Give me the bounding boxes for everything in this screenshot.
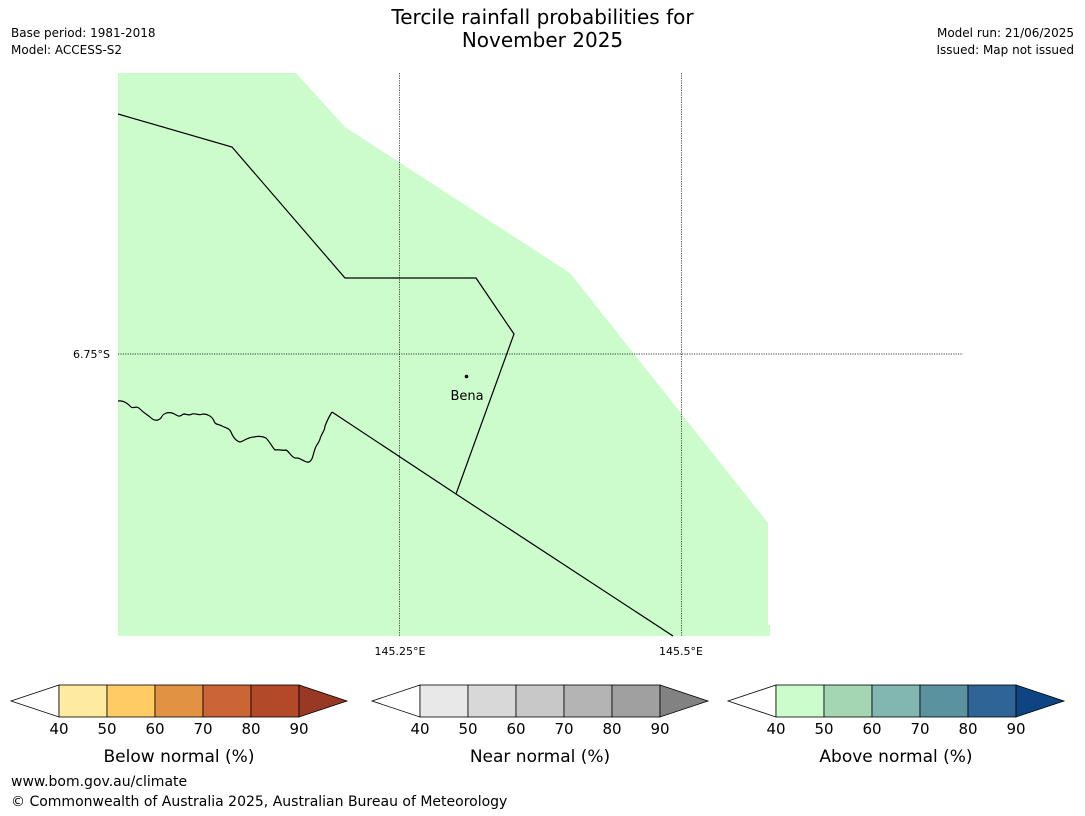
legend-2-high-arrow xyxy=(659,684,710,718)
legend-2-swatch-5 xyxy=(611,684,661,718)
latitude-label: 6.75°S xyxy=(73,348,110,361)
legend-3-tick-label: 70 xyxy=(910,720,929,738)
legend-2-tick-label: 90 xyxy=(650,720,669,738)
legend-3-tick-label: 80 xyxy=(958,720,977,738)
copyright-text: © Commonwealth of Australia 2025, Austra… xyxy=(11,794,508,810)
legend-3-swatch-1 xyxy=(775,684,825,718)
model-text: Model: ACCESS-S2 xyxy=(11,43,123,57)
legend-1-title: Below normal (%) xyxy=(104,747,255,767)
metadata-left: Base period: 1981-2018 Model: ACCESS-S2 xyxy=(11,25,156,59)
legend-3-swatch-4 xyxy=(919,684,969,718)
colorbar-legends: 40 50 60 70 80 90 Below normal (%) 40 50 60 70 80 90… xyxy=(9,684,1066,767)
model-run-text: Model run: 21/06/2025 xyxy=(936,26,1074,40)
boundary-line-north xyxy=(117,113,515,495)
legend-3-high-arrow xyxy=(1015,684,1066,718)
legend-1-tick-label: 60 xyxy=(145,720,164,738)
legend-3-swatch-3 xyxy=(871,684,921,718)
legend-2-title: Near normal (%) xyxy=(470,747,610,767)
legend-1-high-arrow xyxy=(298,684,349,718)
legend-3-tick-label: 40 xyxy=(766,720,785,738)
boundary-line-south xyxy=(331,411,674,637)
longitude-label-2: 145.5°E xyxy=(659,645,703,658)
legend-1-swatch-1 xyxy=(58,684,108,718)
map-title: Tercile rainfall probabilities for Novem… xyxy=(0,6,1085,52)
legend-2-tick-label: 40 xyxy=(410,720,429,738)
legend-3-low-arrow xyxy=(726,684,777,718)
longitude-label-1: 145.25°E xyxy=(375,645,426,658)
issued-text: Issued: Map not issued xyxy=(936,43,1074,57)
town-marker xyxy=(464,374,469,379)
legend-3-swatch-5 xyxy=(967,684,1017,718)
legend-3-tick-label: 90 xyxy=(1006,720,1025,738)
town-label: Bena xyxy=(450,389,483,404)
legend-1-tick-label: 90 xyxy=(289,720,308,738)
legend-2-swatch-1 xyxy=(419,684,469,718)
legend-1-swatch-4 xyxy=(202,684,252,718)
legend-1-tick-label: 50 xyxy=(97,720,116,738)
legend-2-swatch-4 xyxy=(563,684,613,718)
legend-1-tick-label: 80 xyxy=(241,720,260,738)
title-line-1: Tercile rainfall probabilities for xyxy=(391,5,694,29)
legend-1-tick-label: 70 xyxy=(193,720,212,738)
river-line xyxy=(117,400,333,463)
legend-2-tick-label: 80 xyxy=(602,720,621,738)
legend-1-swatch-2 xyxy=(106,684,156,718)
legend-3-tick-label: 60 xyxy=(862,720,881,738)
base-period-text: Base period: 1981-2018 xyxy=(11,26,156,40)
legend-3-tick-label: 50 xyxy=(814,720,833,738)
metadata-right: Model run: 21/06/2025 Issued: Map not is… xyxy=(936,25,1074,59)
probability-fill-region xyxy=(118,73,770,636)
legend-2-swatch-3 xyxy=(515,684,565,718)
legend-2-low-arrow xyxy=(370,684,421,718)
website-link-text: www.bom.gov.au/climate xyxy=(11,774,188,790)
legend-2-tick-label: 60 xyxy=(506,720,525,738)
legend-1-tick-label: 40 xyxy=(49,720,68,738)
legend-3-swatch-2 xyxy=(823,684,873,718)
legend-1-low-arrow xyxy=(9,684,60,718)
legend-1-swatch-5 xyxy=(250,684,300,718)
legend-3-title: Above normal (%) xyxy=(819,747,972,767)
title-line-2: November 2025 xyxy=(461,28,624,52)
legend-2-tick-label: 70 xyxy=(554,720,573,738)
legend-2-swatch-2 xyxy=(467,684,517,718)
legend-2-tick-label: 50 xyxy=(458,720,477,738)
legend-1-swatch-3 xyxy=(154,684,204,718)
